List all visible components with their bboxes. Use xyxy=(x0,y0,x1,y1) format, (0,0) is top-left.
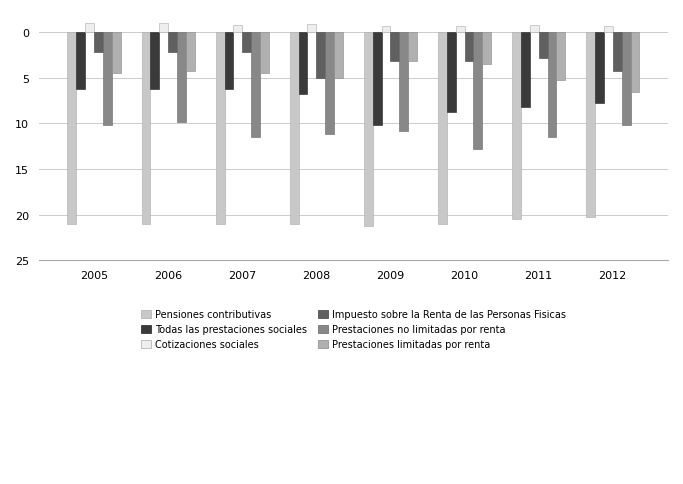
Bar xyxy=(373,33,382,126)
Bar xyxy=(334,33,343,79)
Bar xyxy=(325,33,334,135)
Bar xyxy=(630,33,639,92)
Bar xyxy=(150,33,159,90)
Bar xyxy=(251,33,260,138)
Bar xyxy=(391,33,400,62)
Bar xyxy=(242,33,251,53)
Bar xyxy=(225,33,234,90)
Bar xyxy=(586,33,595,218)
Bar xyxy=(557,33,566,80)
Bar xyxy=(530,26,539,33)
Bar xyxy=(473,33,482,150)
Bar xyxy=(364,33,373,227)
Bar xyxy=(521,33,530,108)
Bar xyxy=(186,33,195,71)
Bar xyxy=(298,33,307,95)
Bar xyxy=(168,33,177,53)
Bar xyxy=(622,33,630,126)
Legend: Pensiones contributivas, Todas las prestaciones sociales, Cotizaciones sociales,: Pensiones contributivas, Todas las prest… xyxy=(141,310,566,349)
Bar xyxy=(400,33,408,132)
Bar xyxy=(595,33,604,104)
Bar xyxy=(604,27,613,33)
Bar xyxy=(94,33,103,53)
Bar xyxy=(382,27,391,33)
Bar xyxy=(456,27,464,33)
Bar xyxy=(85,24,94,33)
Bar xyxy=(159,24,168,33)
Bar xyxy=(68,33,76,224)
Bar xyxy=(438,33,447,224)
Bar xyxy=(76,33,85,90)
Bar xyxy=(234,26,242,33)
Bar xyxy=(539,33,548,59)
Bar xyxy=(307,25,316,33)
Bar xyxy=(482,33,491,65)
Bar xyxy=(141,33,150,224)
Bar xyxy=(103,33,112,126)
Bar xyxy=(512,33,521,220)
Bar xyxy=(548,33,557,138)
Bar xyxy=(408,33,417,62)
Bar xyxy=(290,33,298,224)
Bar xyxy=(464,33,473,62)
Bar xyxy=(613,33,622,71)
Bar xyxy=(316,33,325,79)
Bar xyxy=(112,33,121,74)
Bar xyxy=(260,33,269,74)
Bar xyxy=(177,33,186,122)
Bar xyxy=(216,33,225,224)
Bar xyxy=(447,33,456,112)
